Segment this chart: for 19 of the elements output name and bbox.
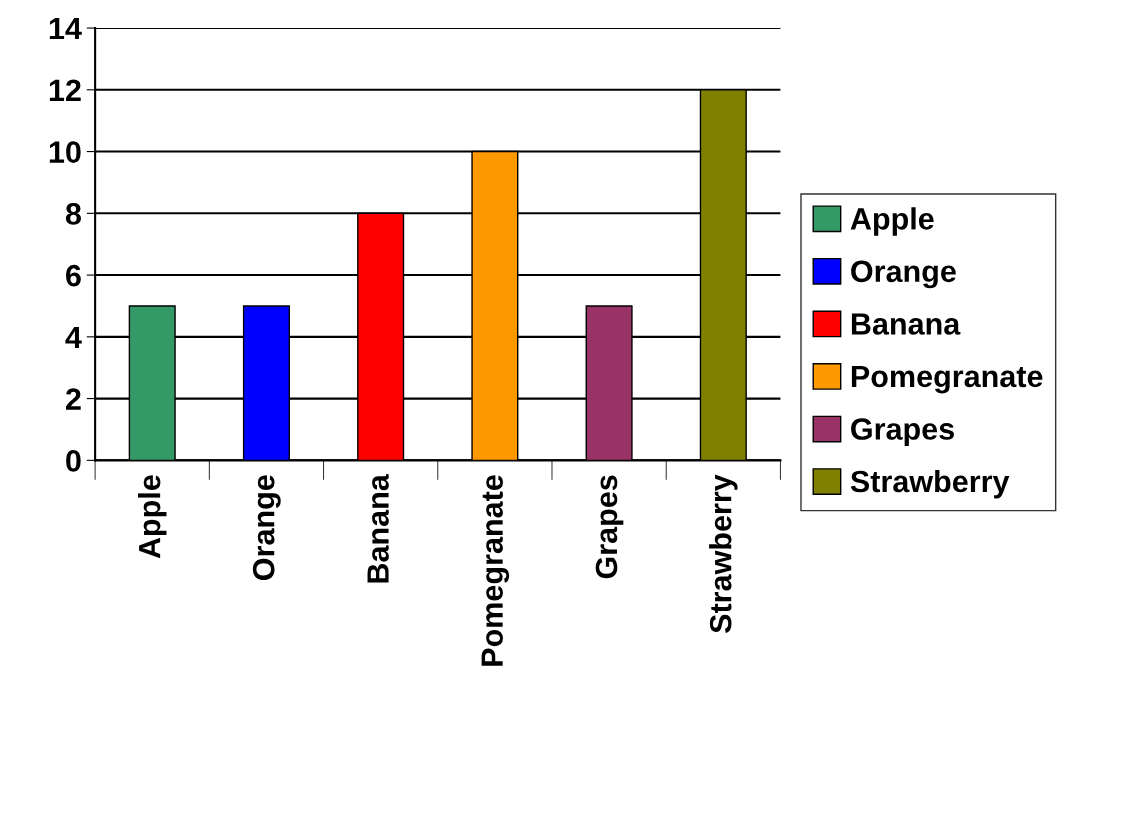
legend-label: Grapes <box>851 418 954 446</box>
legend-label: Pomegranate <box>851 365 1043 394</box>
y-tick-label: 12 <box>49 79 81 101</box>
x-tick-label: Strawberry <box>709 474 738 633</box>
y-tick-label: 8 <box>65 203 81 225</box>
y-tick-label: 2 <box>65 388 81 410</box>
y-tick-label: 0 <box>66 450 81 472</box>
x-tick-label: Grapes <box>595 475 624 579</box>
y-tick-label: 4 <box>65 326 82 348</box>
y-tick-label: 6 <box>66 264 81 287</box>
x-tick-label: Apple <box>137 475 167 559</box>
x-tick-label: Orange <box>252 475 281 580</box>
legend-label: Apple <box>850 207 934 236</box>
y-tick-label: 14 <box>49 18 82 40</box>
legend-label: Banana <box>851 313 961 335</box>
legend-label: Orange <box>851 260 956 289</box>
x-tick-label: Pomegranate <box>481 475 510 666</box>
x-tick-label: Banana <box>367 474 389 583</box>
y-tick-label: 10 <box>49 141 81 163</box>
